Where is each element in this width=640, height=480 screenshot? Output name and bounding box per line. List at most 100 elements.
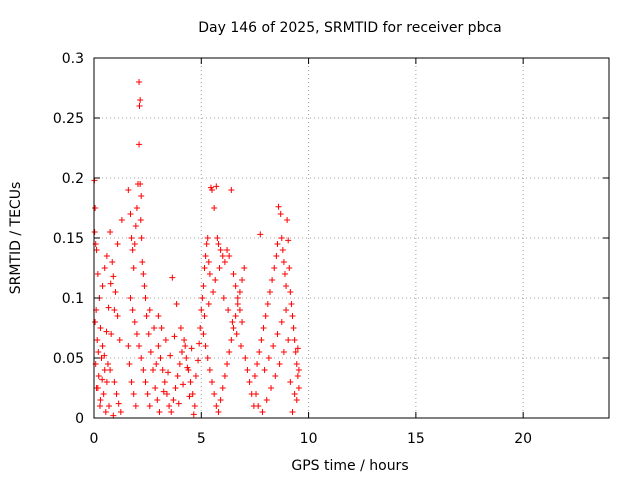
data-point [108,331,115,337]
data-point [206,271,213,277]
data-point [94,385,101,391]
data-point [201,313,208,319]
data-point [295,385,302,391]
data-point [111,379,118,385]
grid-lines [94,58,609,418]
data-point [283,307,290,313]
data-point [155,313,162,319]
data-point [105,304,112,311]
data-point [103,328,110,335]
data-point [136,343,143,349]
data-point [280,259,287,265]
data-point [128,379,135,385]
data-point [172,385,179,391]
data-point [178,349,185,355]
data-point [212,277,219,283]
data-point [230,271,237,277]
data-point [147,349,154,355]
data-point [157,355,164,361]
data-point [130,391,137,397]
data-point [127,295,134,301]
data-point [230,325,237,331]
data-point [129,307,136,313]
data-point [174,373,181,379]
data-point [146,307,153,313]
y-tick-labels: 0 0.05 0.1 0.15 0.2 0.25 0.3 [53,51,84,427]
data-point [206,367,213,373]
data-point [103,379,110,385]
data-point [215,409,222,415]
x-tick-label: 0 [90,431,99,447]
data-point [97,397,104,403]
data-point [132,223,139,229]
data-point [150,367,157,373]
data-point [226,253,233,259]
data-point [233,331,240,337]
data-point [112,289,119,295]
data-point [133,331,140,337]
data-point [184,364,191,371]
data-point [228,337,235,343]
data-point [283,283,290,289]
data-point [107,367,114,373]
data-point [113,391,120,397]
data-point [99,343,106,349]
data-point [175,400,182,407]
data-point [228,187,235,193]
data-point [140,367,147,373]
data-point [236,307,243,313]
data-point [131,319,138,325]
data-point [292,349,299,355]
data-point [101,367,108,373]
data-point [133,205,140,211]
data-point [141,283,148,289]
data-point [278,235,285,241]
data-point [272,373,279,379]
data-point [111,307,118,313]
data-point [146,403,153,409]
data-point [202,253,209,259]
y-axis-label: SRMTID / TECUs [8,182,24,295]
data-point [258,337,265,343]
data-point [195,357,202,364]
x-tick-label: 15 [407,431,425,447]
data-point [220,295,227,301]
data-point [239,319,246,325]
x-axis-label: GPS time / hours [291,458,408,474]
data-point [143,313,150,319]
data-point [118,217,125,223]
data-point [171,333,178,340]
axis-ticks [93,57,609,419]
data-point [281,271,288,277]
data-point [244,367,251,373]
data-point [130,265,137,271]
y-tick-label: 0.05 [53,351,84,367]
data-point [289,313,296,319]
data-point [155,343,162,349]
data-point [284,217,291,223]
data-point [198,307,205,313]
data-point [295,367,302,373]
data-point [196,340,203,347]
data-point [224,247,231,253]
data-point [290,325,297,331]
data-point [125,343,132,349]
data-point [285,237,292,244]
data-point [246,379,253,385]
data-point [128,235,135,241]
data-point [99,376,106,383]
data-point [139,259,146,265]
data-point [264,301,271,307]
data-point [221,259,228,265]
data-point [197,325,204,331]
data-point [285,337,292,343]
data-point [138,193,145,199]
data-point [93,247,100,253]
data-point [151,325,158,331]
data-point [127,211,134,217]
data-point [276,361,283,367]
data-point [156,409,163,415]
data-point [107,229,114,235]
